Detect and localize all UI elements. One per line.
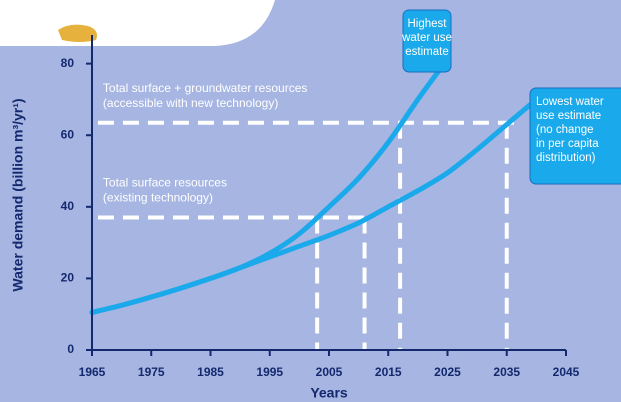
- x-tick-label: 2025: [434, 365, 461, 379]
- y-tick-label: 80: [61, 56, 75, 70]
- y-tick-label: 20: [61, 271, 75, 285]
- x-tick-label: 2045: [553, 365, 580, 379]
- callout-text: Lowest water: [536, 96, 604, 108]
- callout-text: estimate: [405, 46, 448, 58]
- x-tick-label: 1975: [138, 365, 165, 379]
- callout-text: (no change: [536, 124, 594, 136]
- callout-text: in per capita: [536, 138, 599, 150]
- callout-text: use estimate: [536, 110, 601, 122]
- x-tick-label: 2005: [316, 365, 343, 379]
- callout-box: [529, 87, 621, 185]
- y-axis-label: Water demand (billion m³/yr¹): [10, 98, 26, 291]
- callout-text: distribution): [536, 152, 596, 164]
- y-tick-label: 60: [61, 127, 75, 141]
- x-tick-label: 1965: [79, 365, 106, 379]
- callout-text: Highest: [408, 18, 448, 30]
- reference-label: Total surface resources: [103, 176, 227, 190]
- x-axis-label: Years: [310, 385, 348, 401]
- series-line: [89, 96, 539, 315]
- callout-text: water use: [401, 32, 452, 44]
- reference-label: (accessible with new technology): [103, 96, 278, 110]
- x-tick-label: 1985: [197, 365, 224, 379]
- reference-label: Total surface + groundwater resources: [103, 81, 307, 95]
- y-tick-label: 40: [61, 199, 75, 213]
- header-panel: [0, 0, 275, 46]
- y-tick-label: 0: [67, 342, 74, 356]
- map-icon: [58, 24, 97, 42]
- plot: Total surface + groundwater resources(ac…: [61, 35, 580, 379]
- callout-box: [402, 9, 452, 73]
- x-tick-label: 2035: [493, 365, 520, 379]
- reference-label: (existing technology): [103, 191, 213, 205]
- x-tick-label: 2015: [375, 365, 402, 379]
- x-tick-label: 1995: [256, 365, 283, 379]
